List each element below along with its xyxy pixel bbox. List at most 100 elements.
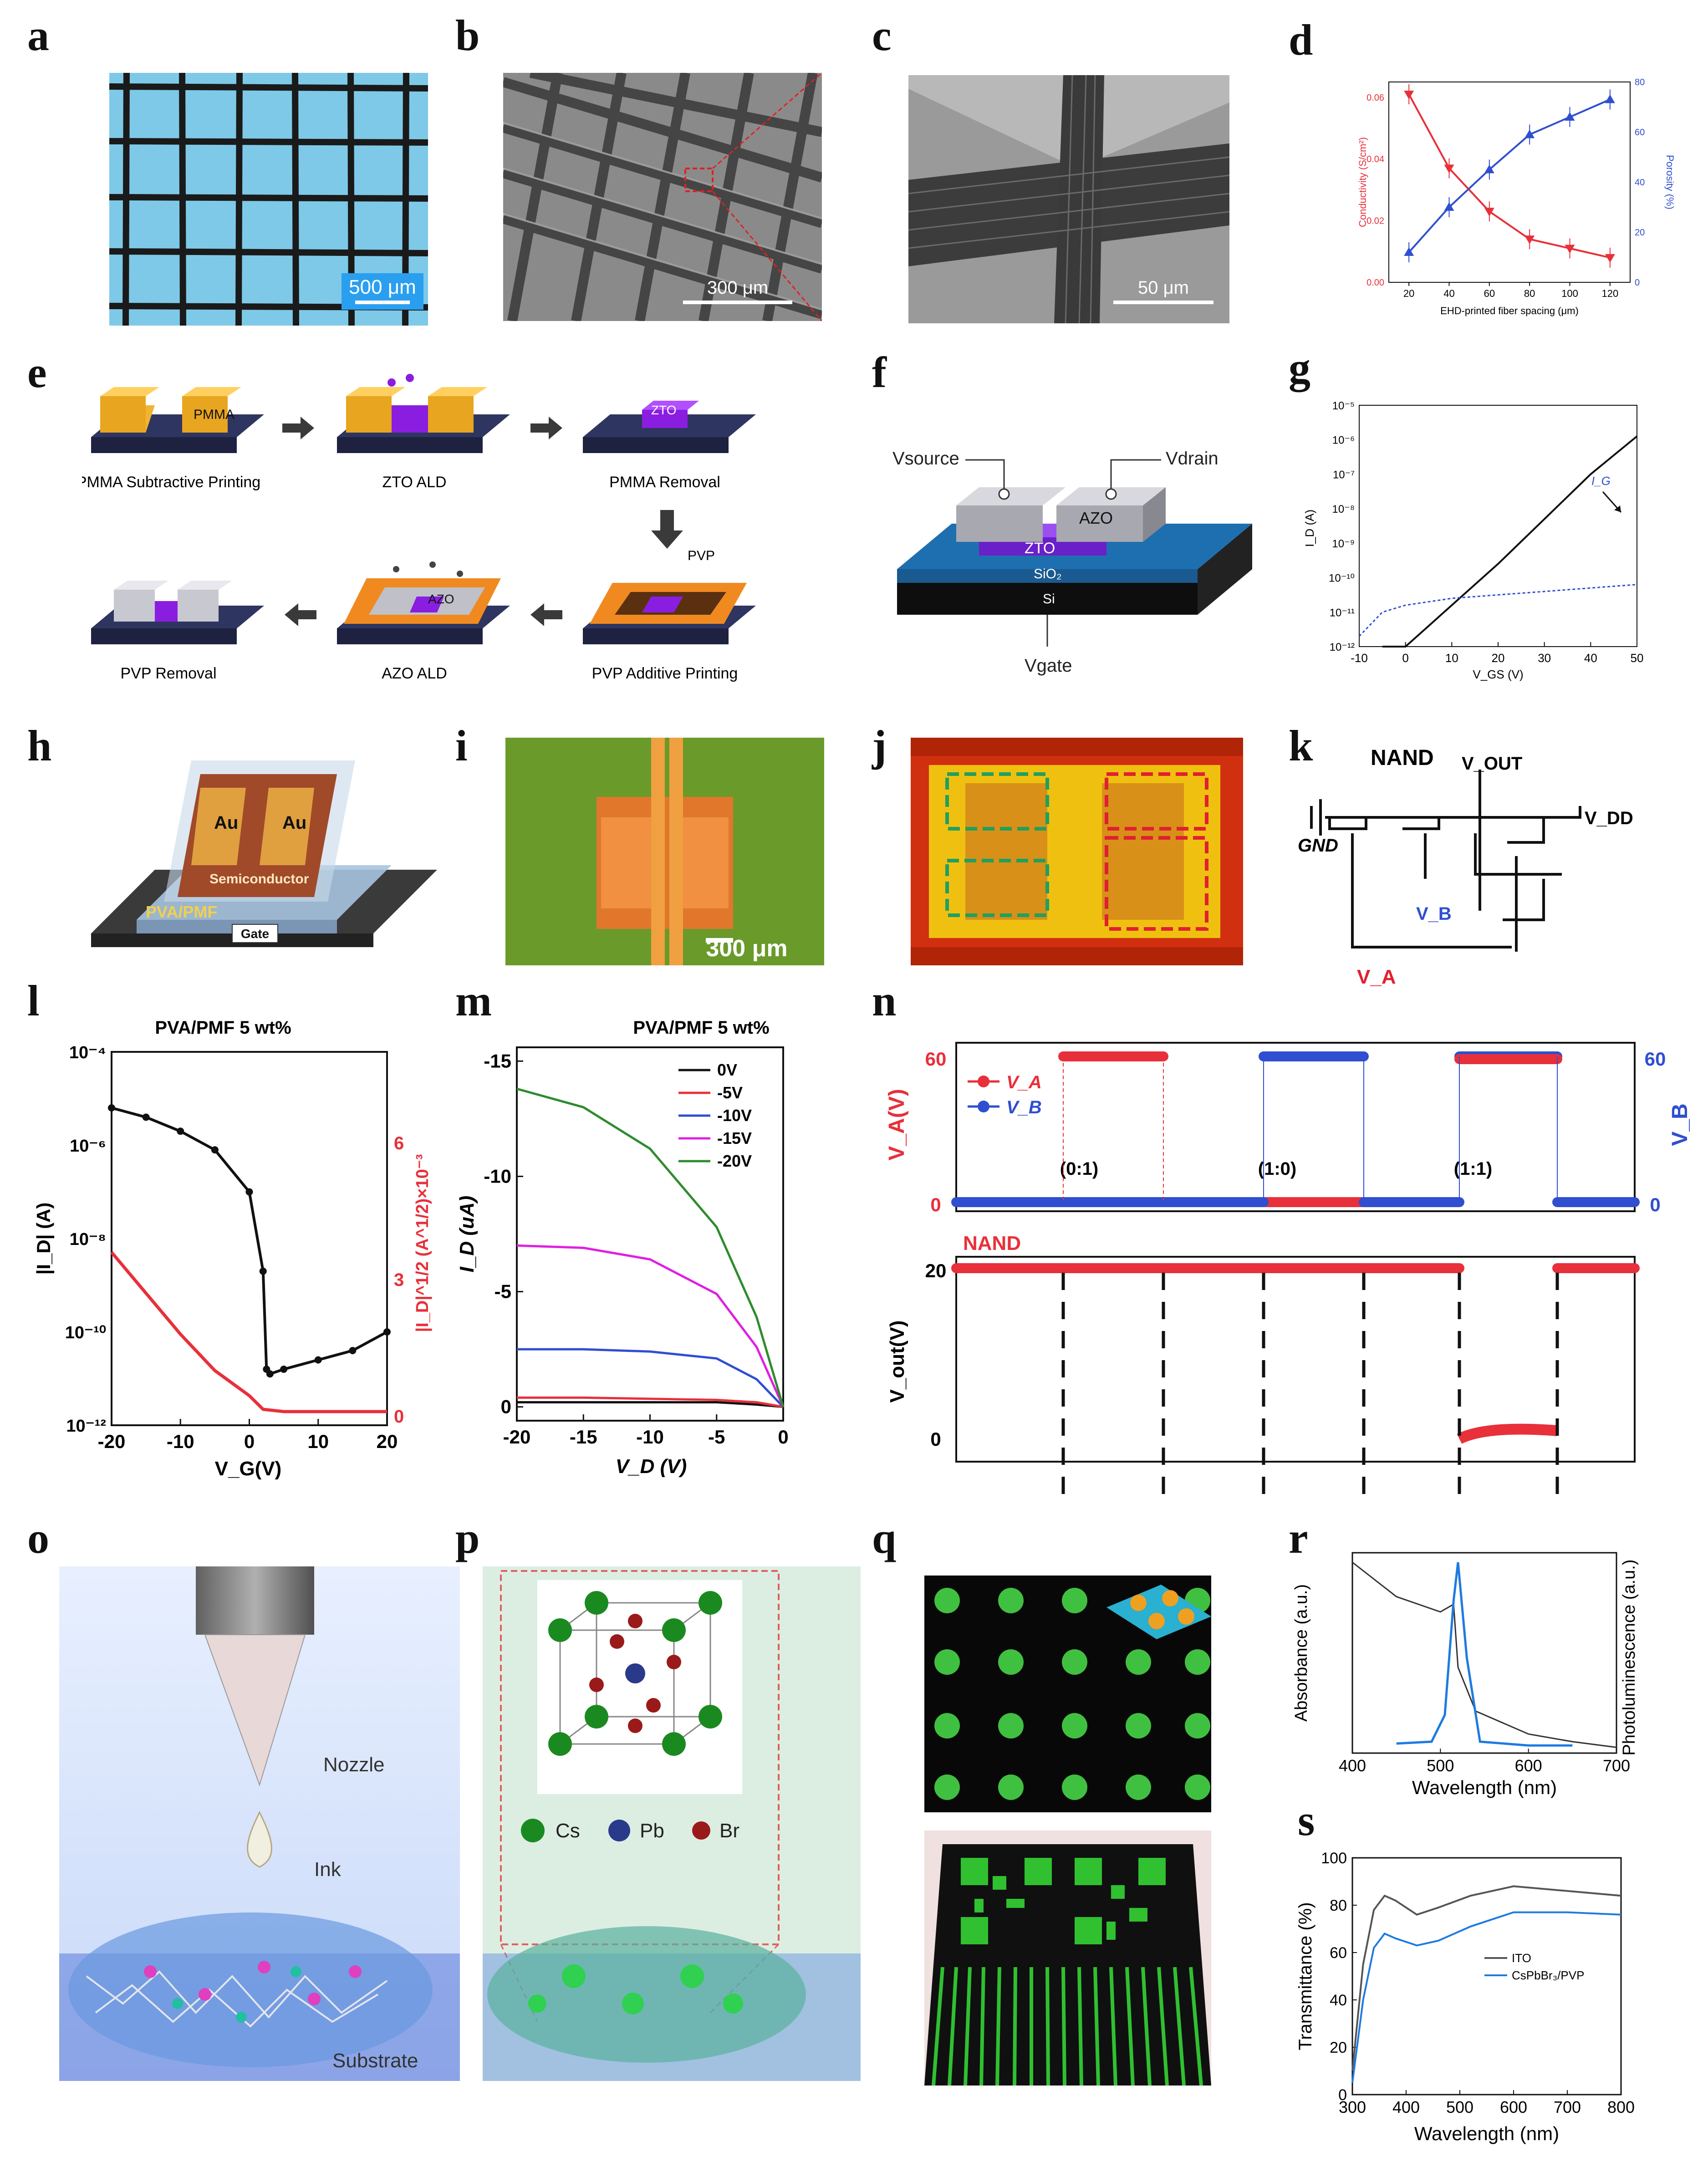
s-y-tick-label: 60 — [1330, 1944, 1347, 1962]
d-yr-tick-label: 0 — [1635, 278, 1640, 288]
e-azo-label: AZO — [428, 592, 454, 606]
f-si-label: Si — [1043, 592, 1055, 607]
scale-bar-text: 300 μm — [706, 935, 787, 962]
panel-i-micrograph: 300 μm — [505, 738, 824, 965]
s-x-tick-label: 700 — [1554, 2098, 1581, 2116]
e-step-2-label: ZTO ALD — [382, 474, 446, 491]
m-y-tick-label: -5 — [495, 1281, 511, 1302]
n-bottom-tick-20: 20 — [925, 1260, 947, 1281]
e-step-5-label: AZO ALD — [382, 665, 447, 682]
n-bottom-label: NAND — [963, 1232, 1021, 1254]
g-y-tick-label: 10⁻¹² — [1330, 641, 1355, 653]
panel-p-illustration: Cs Pb Br — [483, 1566, 861, 2081]
k-va-label: V_A — [1357, 966, 1396, 988]
s-legend-label: CsPbBr₃/PVP — [1512, 1968, 1584, 1982]
l-series-sqrt-id — [110, 1251, 387, 1413]
m-series-line — [516, 1087, 785, 1407]
m-x-tick-label: -15 — [570, 1426, 597, 1448]
s-x-tick-label: 300 — [1339, 2098, 1366, 2116]
panel-q-qr-code-image — [924, 1831, 1211, 2086]
panel-e-process-schematic: PMMA PMMA Subtractive Printing ZTO ALD Z… — [82, 374, 756, 682]
p-legend-cs: Cs — [556, 1820, 580, 1842]
n-top-right-tick-60: 60 — [1645, 1048, 1666, 1070]
o-ink-label: Ink — [314, 1858, 342, 1881]
s-legend-label: ITO — [1512, 1951, 1531, 1965]
s-series-line — [1351, 1885, 1621, 2071]
scale-bar — [1113, 301, 1213, 304]
l-point-id — [266, 1370, 274, 1378]
l-yl-tick-label: 10⁻⁸ — [70, 1230, 106, 1249]
h-semiconductor-label: Semiconductor — [209, 872, 309, 887]
r-ylabel-right: Photoluminescence (a.u.) — [1620, 1560, 1639, 1756]
d-x-tick-label: 40 — [1443, 288, 1454, 299]
m-series-line — [517, 1348, 784, 1408]
l-x-tick-label: -20 — [98, 1431, 126, 1452]
panel-label-a: a — [27, 11, 49, 60]
d-series-conductivity — [1408, 94, 1611, 259]
panel-label-n: n — [872, 976, 897, 1025]
g-x-tick-label: 50 — [1631, 651, 1644, 665]
h-gate-label: Gate — [241, 927, 269, 941]
d-yl-tick-label: 0.00 — [1366, 278, 1384, 288]
panel-label-o: o — [27, 1514, 49, 1562]
r-x-tick-label: 700 — [1603, 1756, 1630, 1775]
g-x-tick-label: 20 — [1492, 651, 1505, 665]
s-y-tick-label: 100 — [1321, 1850, 1347, 1867]
d-ylabel-right: Porosity (%) — [1664, 155, 1676, 209]
s-x-tick-label: 500 — [1446, 2098, 1473, 2116]
panel-label-k: k — [1289, 721, 1313, 770]
p-legend-br: Br — [719, 1820, 739, 1842]
l-yl-tick-label: 10⁻¹⁰ — [65, 1323, 106, 1342]
d-yl-tick-label: 0.04 — [1366, 154, 1384, 164]
m-legend-label: -15V — [717, 1129, 752, 1147]
panel-o-illustration: Nozzle Ink Substrate — [59, 1566, 460, 2081]
g-y-tick-label: 10⁻¹⁰ — [1329, 572, 1355, 585]
k-vout-label: V_OUT — [1462, 754, 1522, 774]
scale-bar — [683, 301, 792, 304]
panel-n-chart: V_A(V) V_B 60 0 60 0 V_A V_B (0:1) (1:0)… — [885, 1042, 1692, 1498]
l-point-id — [349, 1347, 357, 1354]
h-au-label-2: Au — [282, 813, 306, 833]
l-yr-tick-label: 0 — [394, 1407, 404, 1427]
scale-bar-text: 300 μm — [707, 278, 768, 298]
n-top-left-tick-0: 0 — [930, 1194, 941, 1215]
arrow-left-icon — [285, 603, 316, 626]
f-gate-label: Vgate — [1025, 656, 1072, 676]
m-series-line — [516, 1244, 785, 1407]
n-state-label: (0:1) — [1060, 1159, 1098, 1179]
pixel-array — [934, 1588, 1210, 1800]
panel-d-chart: Conductivity (S/cm²) Porosity (%) EHD-pr… — [1357, 77, 1676, 316]
d-yr-tick-label: 40 — [1635, 178, 1645, 188]
n-vout-low — [1457, 1423, 1558, 1444]
g-y-tick-label: 10⁻¹¹ — [1330, 607, 1355, 619]
f-source-label: Vsource — [892, 449, 959, 469]
d-x-tick-label: 100 — [1561, 288, 1578, 299]
panel-b-sem-image: 300 μm — [503, 73, 822, 321]
m-series-line — [517, 1401, 784, 1408]
panel-label-l: l — [27, 976, 40, 1025]
e-step-5: AZO — [337, 561, 510, 644]
g-y-tick-label: 10⁻⁶ — [1332, 434, 1355, 447]
s-x-tick-label: 800 — [1607, 2098, 1635, 2116]
panel-h-device-schematic: Au Au Semiconductor PVA/PMF Gate SiO₂ — [91, 760, 437, 965]
scale-bar — [706, 938, 733, 943]
panel-label-f: f — [872, 348, 887, 397]
scale-bar-text: 500 μm — [349, 276, 416, 298]
panel-label-s: s — [1298, 1796, 1315, 1845]
k-title: NAND — [1371, 746, 1434, 770]
panel-s-chart: Transmittance (%) Wavelength (nm) 300 400… — [1295, 1850, 1635, 2144]
m-legend-label: -20V — [717, 1152, 752, 1170]
panel-a-micrograph: 500 μm — [109, 73, 428, 326]
k-gnd-label: GND — [1298, 836, 1338, 856]
n-top-left-tick-60: 60 — [925, 1048, 947, 1070]
arrow-down-icon — [651, 510, 683, 549]
panel-c-sem-image: 50 μm — [908, 75, 1229, 323]
k-vb-label: V_B — [1416, 904, 1452, 924]
s-ylabel: Transmittance (%) — [1295, 1902, 1315, 2050]
d-yl-tick-label: 0.02 — [1366, 216, 1384, 226]
g-xlabel: V_GS (V) — [1473, 668, 1523, 681]
m-y-tick-label: -15 — [484, 1050, 511, 1071]
n-legend-vb: V_B — [1006, 1097, 1042, 1117]
e-step-3: ZTO — [583, 401, 756, 453]
l-point-id — [177, 1127, 184, 1135]
